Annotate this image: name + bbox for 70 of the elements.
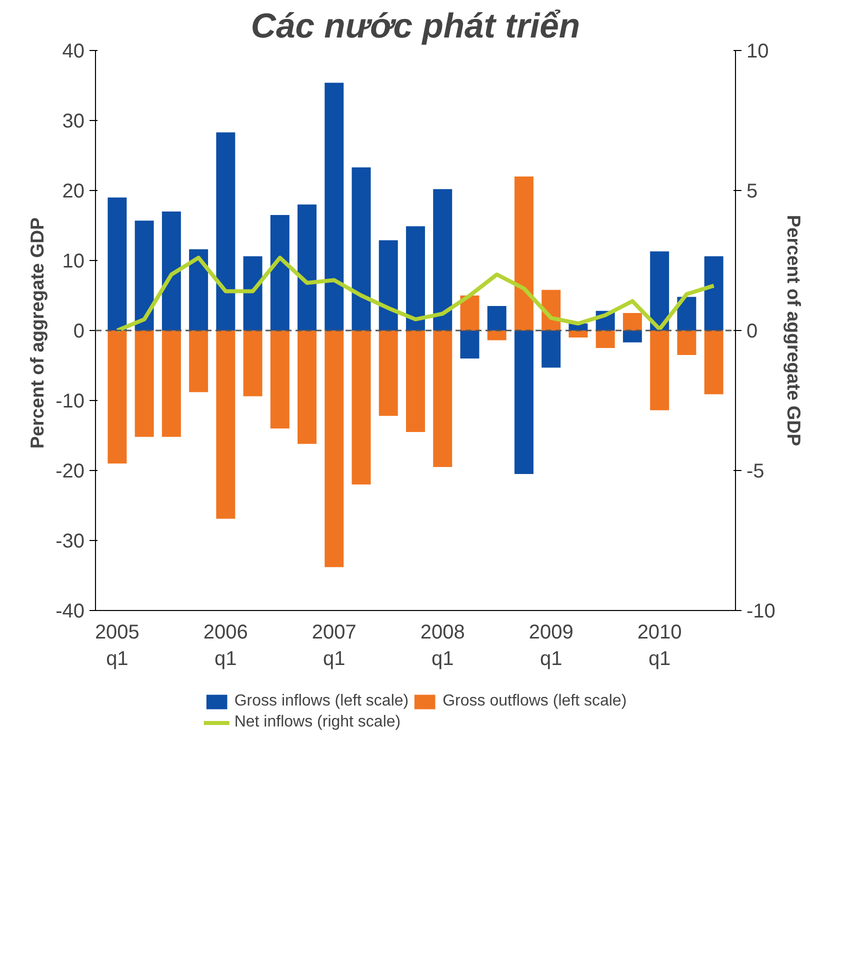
- y-tick-label: 30: [62, 110, 85, 132]
- bar: [542, 330, 561, 368]
- bar: [243, 256, 262, 330]
- y2-axis-title: Percent of aggregate GDP: [783, 214, 804, 446]
- y2-tick-label: -10: [746, 600, 776, 622]
- bar: [677, 296, 696, 330]
- bar: [487, 306, 506, 330]
- y-axis-title: Percent of aggregate GDP: [26, 217, 48, 449]
- legend-label: Gross outflows (left scale): [442, 692, 627, 710]
- legend-label: Gross inflows (left scale): [234, 692, 409, 710]
- bar: [622, 313, 642, 330]
- bar: [298, 204, 317, 330]
- bar: [406, 330, 425, 432]
- bar: [134, 330, 154, 437]
- y-tick-label: -30: [56, 530, 84, 552]
- bar: [162, 212, 181, 330]
- x-tick-label: 2005 q1: [94, 622, 140, 670]
- chart-title: Các nước phát triển: [250, 8, 580, 46]
- bar: [352, 167, 371, 330]
- y2-tick-label: -5: [746, 460, 764, 482]
- bar: [568, 330, 588, 338]
- bar: [677, 330, 696, 355]
- bar: [460, 330, 480, 358]
- x-tick-label: 2007 q1: [312, 622, 356, 670]
- bar: [704, 330, 724, 394]
- legend-label: Net inflows (right scale): [234, 714, 401, 732]
- y2-tick-label: 10: [746, 40, 769, 62]
- y2-tick-label: 0: [746, 320, 758, 342]
- bar: [433, 189, 452, 330]
- bar: [189, 249, 208, 330]
- x-tick-label: 2009 q1: [528, 622, 574, 670]
- bar: [378, 240, 398, 330]
- y-tick-label: -20: [56, 460, 84, 482]
- bar: [622, 330, 642, 342]
- y-tick-label: 10: [62, 250, 85, 272]
- bar: [108, 198, 127, 330]
- bar: [324, 330, 344, 568]
- bar: [216, 132, 236, 330]
- y2-tick-label: 5: [746, 180, 758, 202]
- x-tick-label: 2006 q1: [203, 622, 248, 670]
- bar: [460, 296, 480, 330]
- y-tick-label: 0: [73, 320, 84, 342]
- x-tick-label: 2008 q1: [420, 622, 465, 670]
- bar: [514, 330, 534, 474]
- bar: [270, 215, 290, 330]
- bar: [216, 330, 236, 519]
- x-tick-label: 2010 q1: [637, 622, 682, 670]
- bar: [378, 330, 398, 416]
- y-tick-label: 40: [62, 40, 85, 62]
- bar: [108, 330, 127, 464]
- bar: [352, 330, 371, 484]
- bar: [189, 330, 208, 392]
- bar: [243, 330, 262, 396]
- bar: [650, 251, 670, 330]
- bar: [298, 330, 317, 444]
- bar: [650, 330, 670, 410]
- bar: [324, 82, 344, 330]
- bar: [704, 256, 724, 330]
- y-tick-label: -10: [56, 390, 84, 412]
- bar: [162, 330, 181, 437]
- line-series: [115, 256, 716, 332]
- bar: [134, 220, 154, 330]
- bar: [406, 226, 425, 330]
- bar: [487, 330, 506, 340]
- y-tick-label: -40: [56, 600, 84, 622]
- bar: [514, 176, 534, 330]
- y-tick-label: 20: [62, 180, 85, 202]
- bar: [270, 330, 290, 428]
- bar: [596, 330, 615, 348]
- bar: [433, 330, 452, 467]
